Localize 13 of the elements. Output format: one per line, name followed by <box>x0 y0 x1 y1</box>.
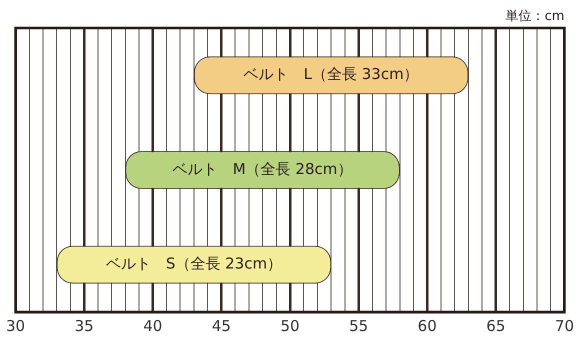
y-tick-label: ベルト S（全長 23cm） <box>106 254 282 273</box>
text: 単位：cm <box>506 8 564 24</box>
x-tick-label: 70 <box>554 316 574 335</box>
x-tick-label: 55 <box>349 316 368 335</box>
y-tick-label: ベルト M（全長 28cm） <box>172 160 352 178</box>
x-tick-label: 50 <box>280 316 300 335</box>
x-tick-label: 65 <box>486 316 506 335</box>
x-tick-label: 40 <box>143 316 162 335</box>
x-tick-label: 35 <box>74 316 94 335</box>
x-tick-label: 45 <box>212 316 231 335</box>
x-tick-label: 60 <box>418 316 437 335</box>
y-tick-label: ベルト L（全長 33cm） <box>244 65 419 84</box>
x-tick-label: 30 <box>6 316 26 335</box>
